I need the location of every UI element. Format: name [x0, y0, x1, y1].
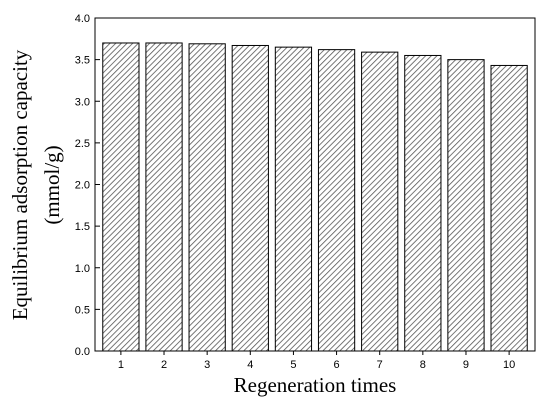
x-tick-label: 9: [463, 359, 469, 371]
x-axis: 1 2 3 4 5 6 7 8 9 10: [118, 351, 515, 371]
bar-1: [102, 42, 140, 352]
x-tick-label: 6: [334, 359, 340, 371]
y-tick-label: 0.0: [75, 346, 90, 358]
bar-6: [317, 49, 356, 352]
x-tick-label: 7: [377, 359, 383, 371]
bar-10: [490, 64, 528, 352]
x-tick-label: 2: [161, 359, 167, 371]
y-axis-title: Equilibrium adsorption capacity: [8, 49, 32, 320]
x-axis-title: Regeneration times: [234, 373, 397, 397]
bar-8: [404, 54, 442, 352]
y-tick-label: 2.0: [75, 180, 90, 192]
bar-7: [361, 51, 399, 352]
y-axis: 0.0 0.5 1.0 1.5 2.0 2.5 3.0 3.5 4.0: [75, 13, 100, 358]
bar-3: [188, 43, 226, 352]
y-axis-unit: (mmol/g): [40, 145, 64, 224]
bar-9: [447, 59, 485, 352]
bar-4: [231, 44, 269, 352]
x-tick-label: 1: [118, 359, 124, 371]
x-tick-label: 10: [503, 359, 515, 371]
y-tick-label: 1.0: [75, 263, 90, 275]
x-tick-label: 3: [204, 359, 210, 371]
y-tick-label: 3.5: [75, 55, 90, 67]
bar-5: [274, 46, 313, 352]
x-tick-label: 8: [420, 359, 426, 371]
y-tick-label: 3.0: [75, 96, 90, 108]
x-tick-label: 4: [247, 359, 253, 371]
y-tick-label: 0.5: [75, 304, 90, 316]
y-tick-label: 4.0: [75, 13, 90, 25]
y-tick-label: 1.5: [75, 221, 90, 233]
x-tick-label: 5: [290, 359, 296, 371]
bars-group: [102, 42, 528, 352]
bar-2: [145, 42, 183, 352]
y-tick-label: 2.5: [75, 138, 90, 150]
